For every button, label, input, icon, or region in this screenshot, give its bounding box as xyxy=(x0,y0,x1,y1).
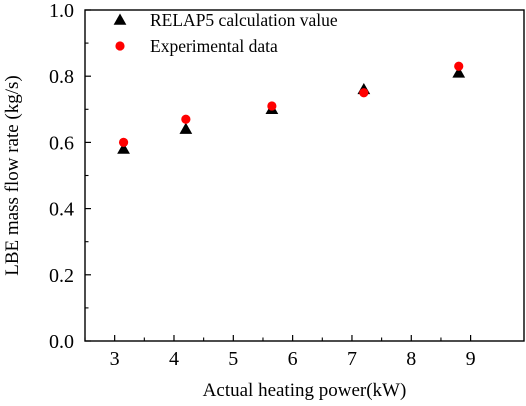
experimental-point xyxy=(181,114,191,124)
y-tick-label: 0.6 xyxy=(49,132,74,154)
x-tick-label: 3 xyxy=(110,348,120,370)
legend-label-experimental: Experimental data xyxy=(150,36,278,56)
legend-label-relap5: RELAP5 calculation value xyxy=(150,10,338,30)
data-marks xyxy=(117,61,466,154)
legend-marker-relap5 xyxy=(113,13,127,25)
y-tick-label: 0.0 xyxy=(49,331,74,353)
y-axis-title: LBE mass flow rate (kg/s) xyxy=(2,75,23,276)
experimental-point xyxy=(118,137,129,147)
x-tick-label: 6 xyxy=(288,348,298,370)
x-axis-title: Actual heating power(kW) xyxy=(203,380,407,401)
relap5-point xyxy=(117,142,130,154)
relap5-point xyxy=(179,122,193,134)
y-tick-label: 0.4 xyxy=(49,199,74,221)
plot-frame xyxy=(84,9,525,342)
x-axis: 3 4 5 6 7 8 9 xyxy=(84,335,476,370)
y-axis: 0.0 0.2 0.4 0.6 0.8 1.0 xyxy=(49,0,91,353)
y-tick-label: 1.0 xyxy=(49,0,74,22)
plot-border xyxy=(84,9,525,342)
experimental-point xyxy=(454,61,464,71)
x-tick-label: 9 xyxy=(466,348,476,370)
relap5-point xyxy=(452,66,466,78)
legend: RELAP5 calculation value Experimental da… xyxy=(113,10,338,56)
experimental-point xyxy=(267,101,277,111)
legend-marker-experimental xyxy=(115,41,125,51)
x-tick-label: 4 xyxy=(169,348,179,370)
x-tick-label: 8 xyxy=(406,348,416,370)
x-tick-label: 7 xyxy=(347,348,357,370)
x-tick-label: 5 xyxy=(228,348,238,370)
y-tick-label: 0.8 xyxy=(49,66,74,88)
y-tick-label: 0.2 xyxy=(49,265,74,287)
experimental-point xyxy=(359,88,369,98)
